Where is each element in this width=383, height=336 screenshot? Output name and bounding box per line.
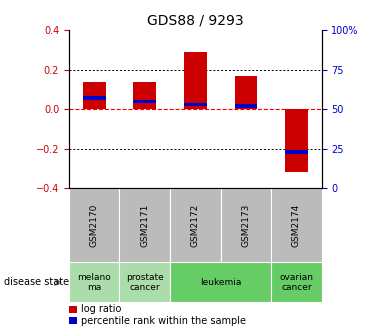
Text: prostate
cancer: prostate cancer xyxy=(126,272,164,292)
Text: GSM2172: GSM2172 xyxy=(191,204,200,247)
Text: GSM2171: GSM2171 xyxy=(140,203,149,247)
Bar xyxy=(83,82,106,109)
Bar xyxy=(69,188,119,262)
Bar xyxy=(234,104,257,108)
Bar xyxy=(83,96,106,100)
Bar xyxy=(119,188,170,262)
Bar xyxy=(271,188,322,262)
Text: percentile rank within the sample: percentile rank within the sample xyxy=(81,316,246,326)
Bar xyxy=(285,109,308,172)
Text: ovarian
cancer: ovarian cancer xyxy=(280,272,313,292)
Text: GSM2170: GSM2170 xyxy=(90,203,99,247)
Bar xyxy=(170,188,221,262)
Bar xyxy=(69,262,119,302)
Bar xyxy=(184,103,207,106)
Bar xyxy=(133,82,156,109)
Text: leukemia: leukemia xyxy=(200,278,241,287)
Bar xyxy=(221,188,271,262)
Text: melano
ma: melano ma xyxy=(77,272,111,292)
Bar xyxy=(170,262,271,302)
Title: GDS88 / 9293: GDS88 / 9293 xyxy=(147,14,244,28)
Bar xyxy=(184,52,207,109)
Bar xyxy=(133,99,156,103)
Bar xyxy=(234,76,257,109)
Bar xyxy=(271,262,322,302)
Text: log ratio: log ratio xyxy=(81,304,121,314)
Bar xyxy=(285,150,308,154)
Text: GSM2173: GSM2173 xyxy=(241,203,250,247)
Bar xyxy=(119,262,170,302)
Text: GSM2174: GSM2174 xyxy=(292,204,301,247)
Text: disease state: disease state xyxy=(4,277,69,287)
